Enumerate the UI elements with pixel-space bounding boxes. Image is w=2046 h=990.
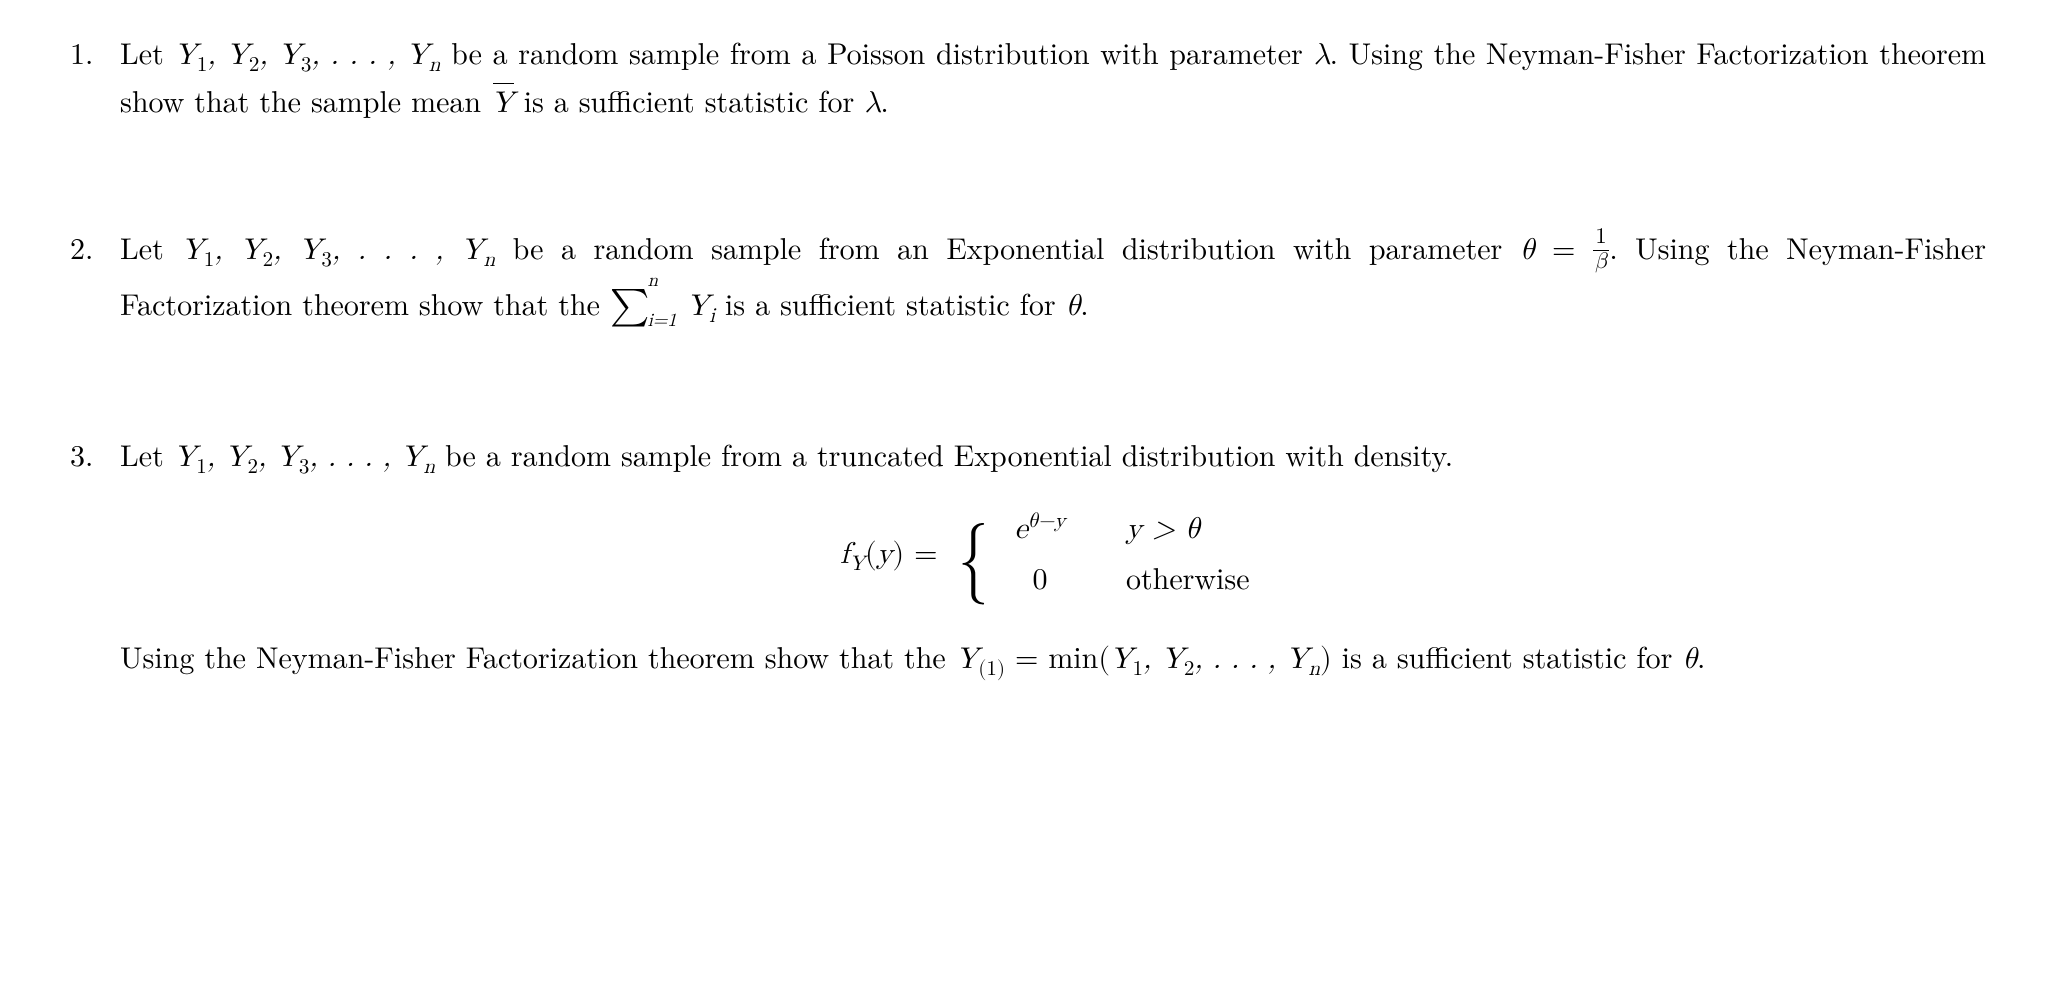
text: .: [1080, 281, 1088, 324]
text: be a random sample from a Poisson distri…: [440, 30, 1313, 73]
math-param: λ: [864, 88, 880, 118]
density-display: fY(y) = { eθ−y y > θ 0 otherwise: [120, 502, 1986, 604]
text: be a random sample from a truncated Expo…: [435, 432, 1453, 475]
fraction-denominator: β: [1593, 250, 1610, 275]
problem-3-tail: Using the Neyman-Fisher Factorization th…: [120, 634, 1986, 682]
case2-cond: otherwise: [1126, 553, 1266, 601]
math-sequence: Y1, Y2, Y3, . . . , Yn: [174, 442, 435, 472]
problem-2-body: Let Y1, Y2, Y3, . . . , Yn be a random s…: [120, 225, 1986, 332]
left-brace-icon: {: [959, 515, 989, 588]
problem-1: 1. Let Y1, Y2, Y3, . . . , Yn be a rando…: [70, 30, 1986, 125]
problem-3-number: 3.: [70, 432, 120, 681]
math-eq-min: = min(: [1005, 644, 1110, 674]
math-arg: y: [877, 539, 893, 569]
math-sequence: Y1, Y2, Y3, . . . , Yn: [181, 235, 495, 265]
text: be a random sample from an Exponential d…: [495, 225, 1520, 268]
sum-upper: n: [648, 272, 677, 291]
summation-limits: ni=1: [648, 289, 677, 326]
math-param: λ: [1313, 40, 1329, 70]
math-theta: θ: [1066, 291, 1081, 321]
text: is a sufficient statistic for: [514, 78, 865, 121]
math-gt: >: [1142, 514, 1185, 544]
math-theta: θ: [1185, 514, 1200, 544]
case1-expr: eθ−y: [1000, 502, 1080, 553]
math-close: ): [1320, 644, 1332, 674]
problem-1-number: 1.: [70, 30, 120, 125]
text: Let: [120, 30, 174, 73]
cases-rows: eθ−y y > θ 0 otherwise: [1000, 502, 1266, 604]
problem-2: 2. Let Y1, Y2, Y3, . . . , Yn be a rando…: [70, 225, 1986, 332]
math-sub: (1): [978, 659, 1005, 680]
fraction-numerator: 1: [1593, 226, 1610, 250]
problem-3: 3. Let Y1, Y2, Y3, . . . , Yn be a rando…: [70, 432, 1986, 681]
text: Let: [120, 432, 174, 475]
text: is a sufficient statistic for: [1332, 634, 1683, 677]
math-theta: θ: [1520, 235, 1535, 265]
problem-1-body: Let Y1, Y2, Y3, . . . , Yn be a random s…: [120, 30, 1986, 125]
text: .: [880, 78, 888, 121]
case-row-1: eθ−y y > θ: [1000, 502, 1266, 553]
math-min-args: Y1, Y2, . . . , Yn: [1110, 644, 1320, 674]
text: Let: [120, 225, 181, 268]
text: Using the Neyman-Fisher Factorization th…: [120, 634, 956, 677]
math-yi: Yi: [687, 291, 715, 321]
math-f: f: [840, 539, 849, 569]
text: .: [1697, 634, 1705, 677]
problem-2-number: 2.: [70, 225, 120, 332]
math-y-order: Y(1): [956, 644, 1005, 674]
density-lhs: fY(y) =: [840, 529, 937, 577]
problem-set-page: 1. Let Y1, Y2, Y3, . . . , Yn be a rando…: [0, 0, 2046, 731]
math-Y: Y: [956, 644, 979, 674]
math-eq: =: [1534, 235, 1592, 265]
math-exp: θ−y: [1028, 511, 1066, 532]
math-ybar: Y: [491, 82, 514, 126]
math-theta: θ: [1682, 644, 1697, 674]
math-e: e: [1014, 514, 1027, 544]
summation-icon: ∑: [610, 280, 650, 334]
case-row-2: 0 otherwise: [1000, 553, 1266, 604]
problem-3-body: Let Y1, Y2, Y3, . . . , Yn be a random s…: [120, 432, 1986, 681]
text: is a sufficient statistic for: [715, 281, 1066, 324]
math-f-sub: Y: [849, 554, 865, 575]
sum-lower: i=1: [648, 312, 677, 331]
math-y: y: [1126, 514, 1142, 544]
case1-cond: y > θ: [1126, 502, 1266, 553]
math-fraction: 1β: [1593, 226, 1610, 274]
case2-expr: 0: [1000, 556, 1080, 604]
cases-bracket: { eθ−y y > θ 0 otherwise: [953, 502, 1266, 604]
math-sequence: Y1, Y2, Y3, . . . , Yn: [174, 40, 440, 70]
